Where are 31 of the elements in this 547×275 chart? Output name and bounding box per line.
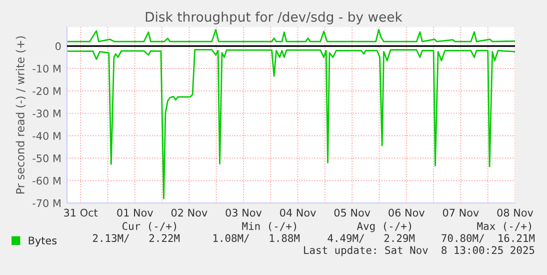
y-tick-label: -70 M <box>32 199 60 208</box>
x-tick-label: 04 Nov <box>280 208 316 217</box>
text: Cur (-/+) <box>122 222 176 232</box>
y-tick-label: 0 <box>56 42 61 50</box>
x-tick-label: 07 Nov <box>442 208 479 217</box>
text: 70.80M/ 16.21M <box>442 234 535 243</box>
y-tick-label: -50 M <box>32 154 60 162</box>
chart-title: Disk throughput for /dev/sdg - by week <box>146 12 402 24</box>
text: Min (-/+) <box>242 222 296 232</box>
y-tick-label: -20 M <box>32 87 60 96</box>
y-tick-label: -60 M <box>32 176 60 185</box>
y-tick-label: -40 M <box>32 132 60 140</box>
text: 2.13M/ 2.22M <box>92 234 180 243</box>
text: 4.49M/ 2.29M <box>328 234 415 243</box>
x-tick-label: 03 Nov <box>226 208 262 217</box>
text: Last update: Sat Nov 8 13:00:25 2025 <box>304 246 534 256</box>
x-tick-label: 02 Nov <box>171 208 208 217</box>
x-tick-label: 08 Nov <box>497 208 534 217</box>
line-series <box>67 48 515 200</box>
text: Avg (-/+) <box>356 222 412 232</box>
y-tick-label: -10 M <box>32 64 60 73</box>
y-axis-title: Pr second read (-) / write (+) <box>16 36 26 194</box>
x-tick-label: 01 Nov <box>117 208 154 217</box>
x-tick-label: 31 Oct <box>64 208 98 217</box>
y-tick-label: -30 M <box>32 110 60 118</box>
x-tick-label: 05 Nov <box>334 208 370 217</box>
line-series <box>67 28 515 42</box>
legend-label: Bytes <box>28 236 57 246</box>
text: Max (-/+) <box>477 222 532 232</box>
text: 1.08M/ 1.88M <box>213 234 300 243</box>
x-tick-label: 06 Nov <box>388 208 425 217</box>
